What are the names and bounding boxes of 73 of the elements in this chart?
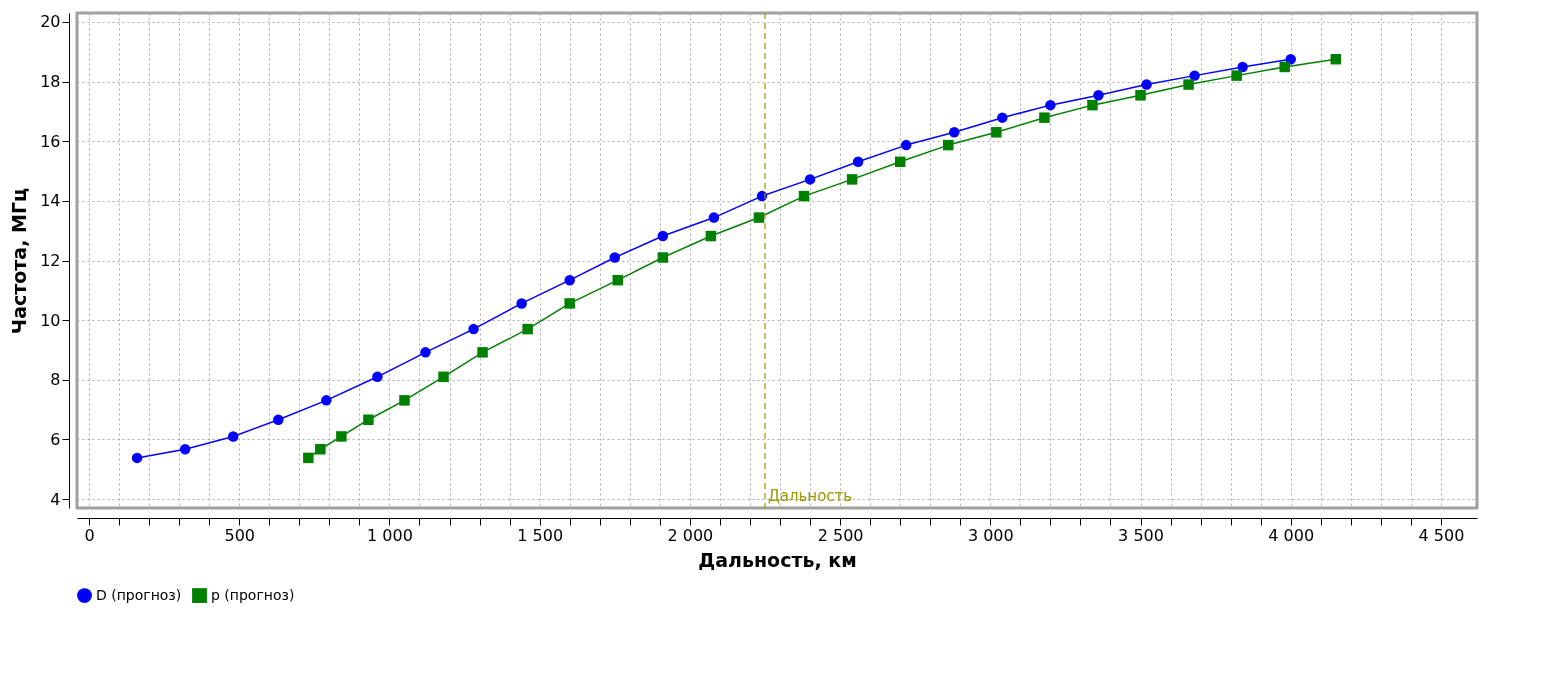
point [753, 212, 765, 223]
point [438, 371, 449, 383]
point [399, 395, 410, 406]
point [1045, 99, 1056, 111]
point [179, 444, 191, 455]
point [227, 431, 239, 442]
x-tick-label: 500 [224, 525, 256, 545]
x-tick-label: 4 000 [1268, 525, 1315, 545]
point [657, 252, 669, 263]
point [303, 452, 314, 464]
x-tick-label: 0 [84, 525, 95, 545]
x-tick-label: 3 000 [967, 525, 1014, 545]
point [705, 230, 717, 242]
point [657, 230, 669, 242]
x-tick-label: 2 000 [667, 525, 714, 545]
ref-line-label: Дальность [767, 487, 853, 505]
point [564, 274, 575, 286]
x-axis-title: Дальность, км [698, 548, 857, 571]
y-tick-label: 8 [50, 370, 61, 390]
point [1183, 79, 1194, 90]
y-axis-title: Частота, МГц [8, 187, 31, 335]
point [798, 190, 810, 202]
point [468, 323, 479, 335]
point [1285, 53, 1296, 65]
point [315, 444, 326, 455]
point [1093, 90, 1104, 101]
y-tick-label: 14 [40, 191, 61, 211]
point [612, 274, 624, 286]
y-tick-label: 18 [40, 72, 61, 92]
point [708, 212, 720, 223]
point [609, 252, 621, 263]
x-tick-label: 2 500 [817, 525, 864, 545]
y-tick-label: 6 [50, 429, 61, 449]
point [131, 452, 143, 464]
point [1189, 70, 1200, 81]
point [997, 112, 1008, 123]
point [372, 371, 383, 383]
point [516, 298, 527, 309]
point [477, 347, 488, 358]
x-tick-label: 3 500 [1118, 525, 1164, 545]
point [852, 156, 864, 168]
y-tick-label: 12 [40, 251, 61, 270]
point [420, 347, 431, 358]
y-tick-label: 10 [40, 310, 61, 330]
y-tick-label: 20 [40, 12, 61, 32]
point [321, 395, 332, 406]
point [949, 127, 960, 138]
point [1231, 70, 1242, 81]
point [846, 174, 858, 185]
point [1279, 61, 1290, 73]
y-tick-label: 4 [50, 489, 61, 509]
point [1135, 90, 1146, 101]
point [900, 139, 912, 151]
point [273, 414, 284, 425]
point [991, 127, 1002, 138]
point [804, 174, 816, 185]
point [363, 414, 374, 425]
point [1087, 99, 1098, 111]
point [943, 139, 954, 151]
legend-label: D (прогноз) [96, 586, 182, 603]
x-tick-label: 4 500 [1418, 525, 1465, 545]
point [1237, 61, 1248, 73]
point [336, 431, 347, 442]
point [1141, 79, 1152, 90]
x-tick-label: 1 000 [367, 525, 413, 545]
point [1039, 112, 1050, 123]
point [564, 298, 575, 309]
legend-label: p (прогноз) [211, 586, 295, 603]
point [522, 323, 533, 335]
y-tick-label: 16 [40, 131, 61, 151]
point [894, 156, 906, 168]
point [1330, 53, 1342, 65]
x-tick-label: 1 500 [517, 525, 564, 545]
